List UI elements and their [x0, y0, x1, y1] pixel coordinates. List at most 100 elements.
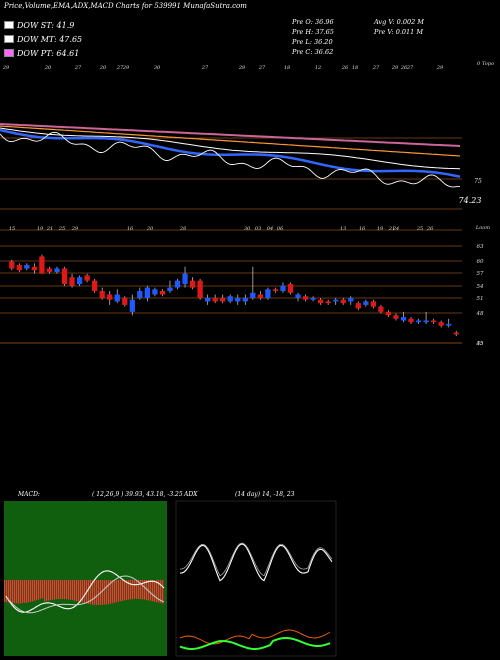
macd-histogram-bar [146, 580, 148, 600]
price-x-tick-label: 13 [340, 226, 346, 232]
ema-x-tick-label: 29 [122, 65, 130, 71]
macd-histogram-bar [104, 580, 106, 605]
candle-body [423, 320, 429, 323]
ema-x-tick-label: 30 [154, 65, 161, 71]
macd-histogram-bar [36, 580, 38, 601]
candle-body [137, 291, 143, 298]
macd-histogram-bar [24, 580, 26, 603]
candle-body [122, 297, 128, 305]
macd-histogram-bar [102, 580, 104, 605]
macd-histogram-bar [48, 580, 50, 601]
macd-histogram-bar [74, 580, 76, 601]
ema-x-tick-label: 20 [99, 65, 107, 71]
price-y-tick-label: 51 [477, 296, 484, 302]
macd-histogram-bar [22, 580, 24, 604]
candle-body [204, 297, 211, 302]
ema-long-line-1 [0, 125, 461, 157]
ema-price-line [0, 131, 460, 188]
macd-histogram-bar [140, 580, 142, 600]
macd-histogram-bar [70, 580, 72, 600]
macd-histogram-bar [80, 580, 82, 603]
price-x-tick-label: 30 [244, 226, 251, 232]
macd-histogram-bar [116, 580, 118, 603]
macd-histogram-bar [138, 580, 140, 600]
macd-histogram-bar [130, 580, 132, 600]
macd-histogram-bar [64, 580, 66, 600]
candle-body [159, 291, 166, 295]
candle-body [220, 297, 226, 302]
legend-swatch-pt [4, 49, 14, 57]
price-x-tick-label: 26 [426, 226, 434, 232]
legend-label-pt: DOW PT: 64.61 [17, 48, 80, 58]
candle-body [182, 273, 188, 285]
price-y-tick-label: 57 [477, 271, 484, 277]
macd-histogram-bar [76, 580, 78, 602]
macd-histogram-bar [52, 580, 54, 600]
ema-x-tick-label: 27 [372, 65, 380, 71]
candle-body [265, 289, 271, 298]
macd-histogram-bar [96, 580, 98, 605]
legend-swatch-st [4, 21, 14, 29]
stat-pre-high: Pre H: 37.65 [292, 28, 334, 36]
macd-title: MACD: [17, 491, 40, 498]
candle-body [408, 318, 414, 323]
macd-histogram-bar [152, 580, 154, 602]
macd-signal-line [5, 575, 165, 614]
macd-histogram-bar [44, 580, 46, 602]
price-x-tick-label: 03 [255, 226, 261, 232]
legend-dow-mt: DOW MT: 47.65 [4, 34, 82, 44]
price-y-tick-label: 48 [476, 311, 484, 317]
price-x-tick-label: 16 [359, 226, 366, 232]
price-x-tick-label: 04 [267, 226, 273, 232]
macd-histogram-bar [162, 580, 164, 604]
candle-body [415, 320, 422, 323]
macd-histogram-bar [114, 580, 116, 603]
macd-histogram-bar [54, 580, 56, 600]
candle-body [355, 303, 361, 309]
chart-title: Price,Volume,EMA,ADX,MACD Charts for 539… [4, 2, 247, 10]
macd-histogram-bar [134, 580, 136, 600]
stat-avg-volume: Avg V: 0.002 M [374, 18, 424, 26]
candle-body [400, 317, 407, 321]
candle-body [430, 320, 437, 323]
candle-body [69, 277, 75, 286]
ema-y-label: 75 [474, 178, 482, 185]
candle-body [114, 294, 120, 302]
candle-body [84, 275, 90, 281]
candle-body [16, 265, 22, 271]
legend-swatch-mt [4, 35, 14, 43]
macd-line [5, 570, 165, 613]
legend-label-st: DOW ST: 41.9 [17, 20, 75, 30]
macd-histogram-bar [136, 580, 138, 599]
macd-histogram-bar [144, 580, 146, 600]
macd-histogram-bar [20, 580, 22, 604]
macd-histogram-bar [110, 580, 112, 604]
macd-histogram-bar [150, 580, 152, 601]
macd-histogram-bar [14, 580, 16, 604]
macd-histogram-bar [34, 580, 36, 601]
macd-histogram-bar [12, 580, 14, 604]
macd-histogram-bar [142, 580, 144, 600]
price-x-tick-label: 24 [392, 226, 399, 232]
candle-body [453, 332, 459, 335]
candle-body [370, 301, 377, 307]
macd-histogram-bar [88, 580, 90, 604]
price-x-tick-label: 25 [416, 226, 423, 232]
price-x-tick-label: 19 [37, 226, 44, 232]
macd-histogram-bar [66, 580, 68, 600]
ema-x-tick-label: 27 [258, 65, 266, 71]
macd-histogram-bar [156, 580, 158, 603]
price-y-tick-label: 63 [477, 244, 484, 250]
adx-plus-di-line [179, 629, 331, 645]
candle-body [393, 315, 399, 319]
legend-dow-pt: DOW PT: 64.61 [4, 48, 79, 58]
adx-panel-bg [175, 500, 337, 657]
candle-body [385, 311, 392, 316]
ema-corner-label: 0 Topo [477, 61, 494, 67]
macd-histogram-bar [4, 580, 6, 602]
macd-histogram-bar [78, 580, 80, 602]
macd-histogram-bar [30, 580, 32, 602]
macd-histogram-bar [72, 580, 74, 601]
ema-x-tick-label: 29 [2, 65, 10, 71]
ema-long-line-2 [0, 123, 461, 147]
